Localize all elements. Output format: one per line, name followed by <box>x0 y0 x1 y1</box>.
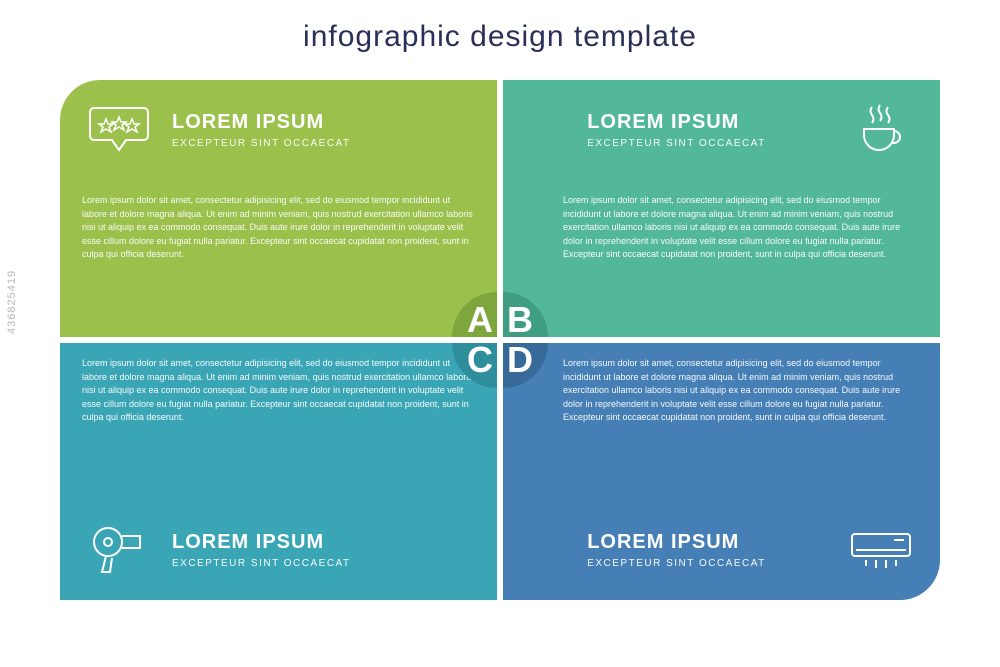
panel-d-header: LOREM IPSUM EXCEPTEUR SINT OCCAECAT <box>503 500 940 600</box>
panel-b-subheading: EXCEPTEUR SINT OCCAECAT <box>587 138 766 149</box>
panel-d-heading: LOREM IPSUM <box>587 531 766 554</box>
badge-b-letter: B <box>507 299 533 337</box>
panel-c-heading: LOREM IPSUM <box>172 531 351 554</box>
coffee-cup-icon <box>836 85 926 175</box>
hair-dryer-icon <box>74 505 164 595</box>
panel-b-header: LOREM IPSUM EXCEPTEUR SINT OCCAECAT <box>503 80 940 180</box>
infographic-grid: LOREM IPSUM EXCEPTEUR SINT OCCAECAT Lore… <box>60 80 940 600</box>
panel-b-titleblock: LOREM IPSUM EXCEPTEUR SINT OCCAECAT <box>587 111 766 149</box>
panel-c-header: LOREM IPSUM EXCEPTEUR SINT OCCAECAT <box>60 500 497 600</box>
panel-b-heading: LOREM IPSUM <box>587 111 766 134</box>
panel-b-body: Lorem ipsum dolor sit amet, consectetur … <box>503 180 940 337</box>
watermark: 436825419 <box>6 269 18 333</box>
air-conditioner-icon <box>836 505 926 595</box>
panel-d-titleblock: LOREM IPSUM EXCEPTEUR SINT OCCAECAT <box>587 531 766 569</box>
panel-a-body: Lorem ipsum dolor sit amet, consectetur … <box>60 180 497 337</box>
panel-a-heading: LOREM IPSUM <box>172 111 351 134</box>
page-title: infographic design template <box>0 20 1000 54</box>
badge-d-letter: D <box>507 343 533 381</box>
panel-a-titleblock: LOREM IPSUM EXCEPTEUR SINT OCCAECAT <box>172 111 351 149</box>
panel-c-subheading: EXCEPTEUR SINT OCCAECAT <box>172 558 351 569</box>
badge-c-letter: C <box>467 343 493 381</box>
panel-c: Lorem ipsum dolor sit amet, consectetur … <box>60 343 497 600</box>
badge-a-letter: A <box>467 299 493 337</box>
stars-pin-icon <box>74 85 164 175</box>
panel-c-titleblock: LOREM IPSUM EXCEPTEUR SINT OCCAECAT <box>172 531 351 569</box>
panel-a: LOREM IPSUM EXCEPTEUR SINT OCCAECAT Lore… <box>60 80 497 337</box>
panel-d: Lorem ipsum dolor sit amet, consectetur … <box>503 343 940 600</box>
panel-a-header: LOREM IPSUM EXCEPTEUR SINT OCCAECAT <box>60 80 497 180</box>
panel-d-body: Lorem ipsum dolor sit amet, consectetur … <box>503 343 940 500</box>
panel-c-body: Lorem ipsum dolor sit amet, consectetur … <box>60 343 497 500</box>
panel-b: LOREM IPSUM EXCEPTEUR SINT OCCAECAT Lore… <box>503 80 940 337</box>
panel-a-subheading: EXCEPTEUR SINT OCCAECAT <box>172 138 351 149</box>
panel-d-subheading: EXCEPTEUR SINT OCCAECAT <box>587 558 766 569</box>
